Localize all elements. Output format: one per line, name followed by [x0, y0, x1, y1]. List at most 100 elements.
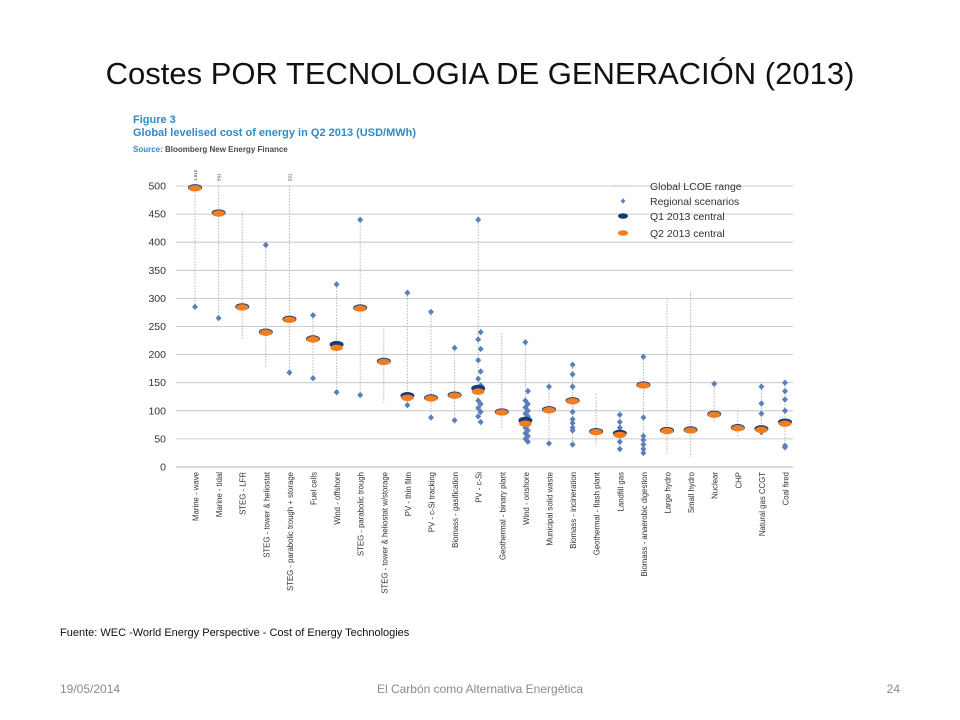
q2-central-point: [259, 329, 273, 336]
regional-scenario-point: [310, 312, 316, 319]
regional-scenario-point: [524, 438, 531, 445]
q2-central-point: [637, 382, 650, 389]
category-tick-label: Biomass - gasification: [451, 472, 460, 548]
legend-label-regional: Regional scenarios: [650, 196, 739, 208]
category-tick-label: Geothermal - flash plant: [593, 471, 602, 555]
footer-date: 19/05/2014: [60, 682, 121, 696]
q2-central-point: [306, 336, 320, 343]
regional-scenario-point: [286, 369, 293, 376]
regional-scenario-point: [616, 418, 623, 426]
regional-scenario-point: [524, 387, 531, 395]
q2-central-point: [660, 427, 674, 435]
legend-q2-swatch: [618, 230, 628, 236]
regional-scenario-point: [522, 339, 529, 346]
regional-scenario-point: [475, 216, 482, 223]
regional-scenario-point: [546, 440, 552, 447]
q2-central-point: [684, 427, 697, 434]
regional-scenario-point: [477, 368, 484, 375]
regional-scenario-point: [451, 344, 458, 352]
category-tick-label: Wind - offshore: [333, 472, 342, 525]
regional-scenario-point: [782, 407, 788, 414]
q2-central-point: [778, 420, 792, 427]
category-tick-label: Large hydro: [664, 471, 673, 513]
regional-scenario-point: [451, 417, 458, 424]
regional-scenario-point: [333, 281, 340, 288]
footer-title: El Carbón como Alternativa Energética: [376, 682, 584, 696]
regional-scenario-point: [333, 389, 340, 396]
regional-scenario-point: [569, 383, 576, 390]
q2-central-point: [353, 305, 367, 312]
category-tick-label: STEG - parabolic trough + storage: [286, 472, 295, 591]
regional-scenario-point: [428, 308, 434, 316]
regional-scenario-point: [477, 345, 484, 353]
category-tick-label: Marine - wave: [192, 472, 201, 521]
category-tick-label: STEG - tower & heliostat w/storage: [380, 472, 389, 594]
legend-q1-swatch: [618, 213, 628, 219]
regional-scenario-point: [711, 380, 718, 388]
q2-central-point: [542, 406, 556, 414]
figure-source-label: Source:: [133, 145, 163, 154]
category-tick-label: PV - c-Si tracking: [428, 472, 437, 532]
regional-scenario-point: [475, 404, 482, 412]
regional-scenario-point: [215, 314, 222, 322]
category-tick-label: STEG - parabolic trough: [357, 472, 366, 556]
regional-scenario-point: [569, 408, 576, 416]
legend-regional-swatch: [620, 198, 626, 204]
regional-scenario-point: [616, 424, 623, 431]
category-tick-label: Biomass - anaerobic digestion: [640, 472, 649, 576]
regional-scenario-point: [640, 414, 647, 421]
q2-central-point: [566, 397, 579, 405]
category-tick-label: Marine - tidal: [215, 472, 224, 517]
category-tick-label: Nuclear: [711, 472, 720, 499]
category-tick-label: Natural gas CCGT: [758, 472, 767, 536]
regional-scenario-point: [569, 441, 576, 448]
y-tick-label: 400: [148, 237, 166, 249]
q2-central-point: [377, 358, 391, 366]
q2-central-point: [471, 388, 485, 395]
q2-central-point: [448, 392, 461, 399]
figure-source: Source: Bloomberg New Energy Finance: [133, 145, 288, 154]
y-tick-label: 350: [148, 265, 166, 277]
figure-panel: 0 50 100 150 200 250 300 350 400 450 500 1,015 Marin…: [128, 110, 795, 602]
regional-scenario-point: [357, 391, 364, 399]
q2-central-point: [519, 420, 532, 427]
regional-scenario-point: [758, 410, 765, 417]
q2-central-point: [212, 210, 225, 217]
regional-scenario-point: [782, 379, 788, 386]
q2-central-point: [401, 394, 414, 402]
y-tick-label: 200: [148, 349, 166, 361]
offscale-value-label: 521: [287, 173, 292, 181]
q2-central-point: [495, 409, 509, 416]
category-tick-label: STEG - LFR: [239, 472, 248, 515]
regional-scenario-point: [640, 449, 647, 457]
category-tick-label: Municipal solid waste: [546, 472, 555, 546]
category-tick-label: CHP: [734, 472, 743, 488]
regional-scenario-point: [758, 383, 765, 390]
q2-central-point: [589, 428, 603, 436]
y-tick-label: 300: [148, 293, 166, 305]
regional-scenario-point: [404, 289, 411, 296]
y-tick-label: 250: [148, 321, 166, 333]
category-tick-label: STEG - tower & heliostat: [262, 471, 271, 558]
y-tick-label: 500: [148, 181, 166, 193]
regional-scenario-point: [475, 375, 482, 382]
category-tick-label: Wind - onshore: [522, 472, 531, 525]
regional-scenario-point: [782, 444, 788, 451]
regional-scenario-point: [640, 432, 647, 440]
offscale-value-label: 1,015: [193, 169, 198, 181]
q2-central-point: [731, 424, 745, 432]
q2-central-point: [283, 316, 296, 323]
q2-central-point: [188, 184, 202, 192]
q2-central-point: [235, 304, 249, 311]
regional-scenario-point: [569, 427, 576, 434]
regional-scenario-point: [477, 408, 484, 416]
regional-scenario-point: [475, 413, 482, 420]
regional-scenario-point: [477, 328, 484, 336]
q2-central-point: [707, 411, 721, 418]
legend-label-q1: Q1 2013 central: [650, 211, 725, 223]
regional-scenario-point: [192, 303, 198, 311]
category-tick-label: Biomass - incineration: [569, 472, 578, 549]
source-footnote: Fuente: WEC -World Energy Perspective - …: [60, 627, 410, 639]
slide-title: Costes POR TECNOLOGIA DE GENERACIÓN (201…: [105, 56, 855, 91]
regional-scenario-point: [357, 216, 364, 223]
